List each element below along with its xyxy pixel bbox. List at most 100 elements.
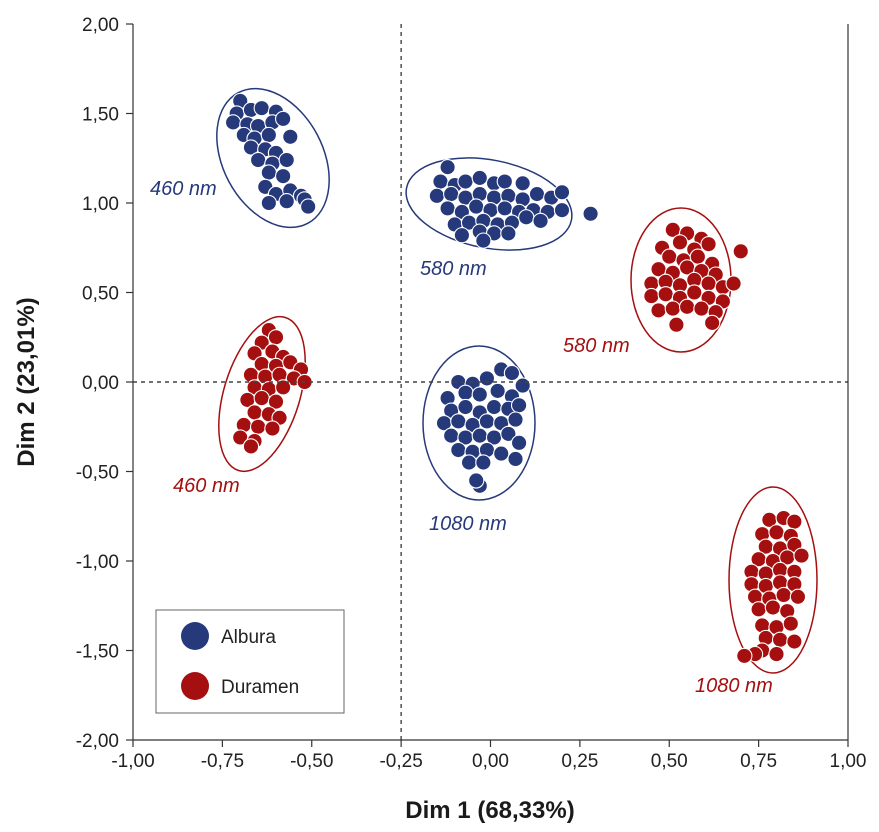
legend-marker-duramen bbox=[181, 672, 209, 700]
data-point-albura bbox=[553, 202, 571, 219]
x-tick-label: 0,50 bbox=[651, 751, 688, 772]
data-point-albura bbox=[428, 187, 446, 204]
data-point-albura bbox=[274, 110, 292, 128]
data-point-albura bbox=[274, 167, 292, 185]
cluster-ellipse-albura-1080nm bbox=[422, 345, 536, 501]
data-point-albura bbox=[489, 382, 506, 400]
data-point-albura bbox=[457, 384, 474, 401]
data-point-duramen bbox=[267, 329, 285, 346]
cluster-label-albura-460nm: 460 nm bbox=[150, 178, 217, 200]
data-point-albura bbox=[450, 441, 467, 459]
data-point-albura bbox=[500, 425, 517, 443]
x-tick-label: -0,25 bbox=[379, 751, 422, 772]
data-point-duramen bbox=[793, 547, 810, 564]
data-point-albura bbox=[249, 151, 267, 169]
cluster-ellipse-duramen-1080nm bbox=[728, 486, 818, 674]
data-point-albura bbox=[478, 370, 496, 387]
data-point-albura bbox=[450, 413, 467, 430]
cluster-label-duramen-1080nm: 1080 nm bbox=[695, 675, 773, 697]
data-point-duramen bbox=[274, 379, 292, 396]
x-tick-label: -0,75 bbox=[201, 751, 244, 772]
data-point-albura bbox=[468, 198, 485, 215]
data-point-albura bbox=[493, 445, 510, 462]
data-point-duramen bbox=[242, 438, 260, 455]
data-points bbox=[224, 92, 810, 665]
data-point-albura bbox=[443, 185, 460, 203]
data-point-duramen bbox=[693, 300, 710, 317]
y-tick-label: 1,50 bbox=[82, 105, 119, 126]
legend-label-albura: Albura bbox=[221, 627, 276, 648]
data-point-albura bbox=[500, 225, 517, 242]
data-point-duramen bbox=[246, 404, 263, 421]
data-point-duramen bbox=[267, 393, 285, 410]
legend-label-duramen: Duramen bbox=[221, 677, 299, 698]
data-point-albura bbox=[475, 232, 492, 249]
data-point-albura bbox=[300, 198, 317, 215]
legend-marker-albura bbox=[181, 622, 209, 650]
data-point-duramen bbox=[786, 513, 803, 530]
x-tick-label: -1,00 bbox=[111, 751, 154, 772]
data-point-albura bbox=[503, 364, 521, 382]
data-point-albura bbox=[278, 151, 295, 169]
data-point-duramen bbox=[249, 418, 267, 435]
data-point-albura bbox=[471, 427, 488, 444]
data-point-albura bbox=[507, 450, 524, 468]
data-point-albura bbox=[460, 454, 478, 471]
y-tick-label: 0,50 bbox=[82, 284, 119, 305]
axis-ticks: -1,00 -0,75 -0,50 -0,25 0,00 0,25 0,50 0,75 1,00… bbox=[76, 15, 867, 772]
x-tick-label: 0,00 bbox=[472, 751, 509, 772]
x-tick-label: 1,00 bbox=[830, 751, 867, 772]
cluster-label-duramen-460nm: 460 nm bbox=[173, 475, 240, 497]
data-point-duramen bbox=[704, 314, 721, 332]
cluster-ellipse-duramen-460nm bbox=[218, 315, 306, 473]
data-point-duramen bbox=[786, 633, 803, 650]
data-point-albura bbox=[282, 128, 299, 145]
data-point-albura bbox=[443, 427, 460, 444]
y-axis-title: Dim 2 (23,01%) bbox=[13, 297, 40, 466]
data-point-albura bbox=[453, 227, 471, 244]
data-point-albura bbox=[507, 411, 524, 428]
data-point-albura bbox=[496, 173, 513, 190]
cluster-label-duramen-580nm: 580 nm bbox=[563, 335, 630, 357]
data-point-albura bbox=[260, 194, 277, 212]
data-point-duramen bbox=[668, 316, 685, 333]
legend: Albura Duramen bbox=[155, 609, 345, 714]
data-point-duramen bbox=[664, 300, 681, 317]
data-point-albura bbox=[532, 212, 549, 230]
data-point-duramen bbox=[782, 615, 799, 632]
data-point-duramen bbox=[736, 647, 753, 665]
data-point-albura bbox=[514, 175, 531, 192]
data-point-duramen bbox=[661, 248, 678, 265]
data-point-duramen bbox=[764, 599, 782, 616]
y-tick-label: -1,50 bbox=[76, 642, 119, 663]
data-point-duramen bbox=[768, 645, 785, 663]
cluster-labels: 460 nm 580 nm 1080 nm 460 nm 580 nm 1080 nm bbox=[150, 178, 773, 697]
y-tick-label: -2,00 bbox=[76, 731, 119, 752]
y-tick-label: 2,00 bbox=[82, 15, 119, 36]
data-point-duramen bbox=[732, 243, 749, 260]
data-point-duramen bbox=[686, 284, 703, 301]
data-point-duramen bbox=[768, 524, 785, 541]
cluster-ellipse-albura-460nm bbox=[216, 87, 330, 229]
data-point-albura bbox=[510, 397, 528, 414]
data-point-albura bbox=[475, 454, 492, 471]
reference-lines bbox=[133, 24, 848, 740]
data-point-albura bbox=[582, 205, 599, 222]
data-point-albura bbox=[468, 472, 485, 489]
data-point-duramen bbox=[657, 286, 674, 303]
data-point-duramen bbox=[643, 287, 660, 305]
data-point-albura bbox=[528, 185, 546, 203]
data-point-albura bbox=[485, 398, 503, 416]
x-tick-label: 0,25 bbox=[561, 751, 598, 772]
cluster-label-albura-1080nm: 1080 nm bbox=[429, 513, 507, 535]
y-tick-label: 1,00 bbox=[82, 194, 119, 215]
data-point-albura bbox=[432, 173, 449, 190]
data-point-albura bbox=[260, 164, 277, 181]
data-point-albura bbox=[439, 200, 456, 217]
data-point-albura bbox=[457, 398, 474, 416]
data-point-albura bbox=[439, 159, 456, 176]
x-tick-label: -0,50 bbox=[290, 751, 333, 772]
cluster-label-albura-580nm: 580 nm bbox=[420, 258, 487, 280]
data-point-duramen bbox=[700, 236, 717, 253]
data-point-duramen bbox=[253, 389, 270, 407]
